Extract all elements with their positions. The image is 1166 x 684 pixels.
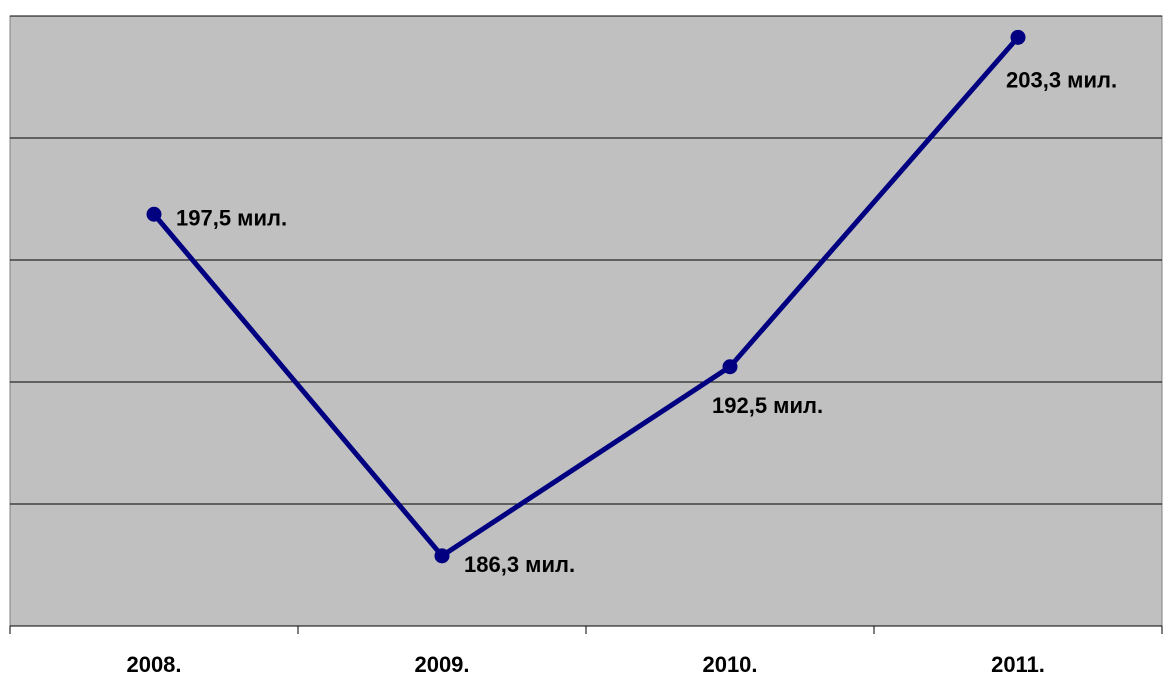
x-tick-label: 2008.	[126, 652, 181, 677]
data-label: 203,3 мил.	[1006, 67, 1117, 92]
series-line	[152, 35, 1020, 560]
data-point	[722, 359, 738, 375]
x-axis: 2008. 2009. 2010. 2011.	[9, 625, 1163, 677]
data-label: 192,5 мил.	[712, 393, 823, 418]
x-tick-label: 2010.	[702, 652, 757, 677]
data-labels: 197,5 мил. 186,3 мил. 192,5 мил. 203,3 мил.	[176, 67, 1117, 576]
data-point	[146, 206, 162, 222]
data-point	[1010, 29, 1026, 45]
gridlines	[10, 15, 1162, 505]
x-tick-label: 2009.	[414, 652, 469, 677]
data-point	[434, 548, 450, 564]
plot-area	[9, 15, 1163, 627]
series	[146, 29, 1026, 564]
x-tick-label: 2011.	[991, 652, 1045, 677]
data-label: 186,3 мил.	[464, 552, 575, 577]
data-label: 197,5 мил.	[176, 205, 287, 230]
